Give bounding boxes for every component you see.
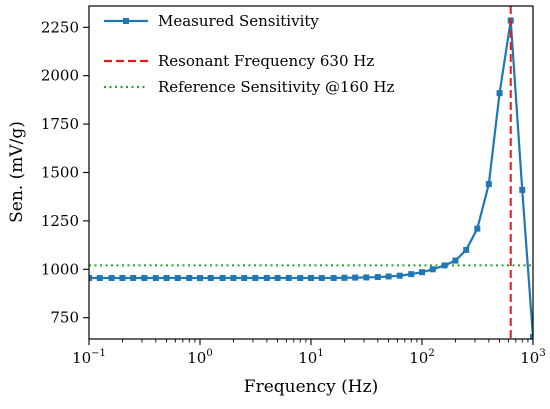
measured-point xyxy=(130,275,137,282)
y-tick-label: 1750 xyxy=(41,115,79,133)
measured-point xyxy=(89,275,92,282)
measured-point xyxy=(330,275,337,282)
measured-point xyxy=(285,275,292,282)
measured-point xyxy=(163,275,170,282)
x-tick-label: 103 xyxy=(520,348,545,367)
legend-label-reference: Reference Sensitivity @160 Hz xyxy=(158,78,395,96)
measured-point xyxy=(197,275,203,282)
legend-entry-reference: Reference Sensitivity @160 Hz xyxy=(104,78,395,96)
measured-point xyxy=(496,90,503,97)
y-tick-label: 1250 xyxy=(41,212,79,230)
x-tick-label: 101 xyxy=(298,348,323,367)
measured-point xyxy=(452,257,459,264)
y-tick-label: 750 xyxy=(50,309,79,327)
measured-point xyxy=(363,274,370,281)
measured-point xyxy=(519,186,526,193)
measured-point xyxy=(374,274,381,281)
x-tick-label: 102 xyxy=(409,348,434,367)
y-tick-label: 1000 xyxy=(41,260,79,278)
measured-point xyxy=(186,275,193,282)
measured-point xyxy=(274,275,281,282)
series-layer xyxy=(89,6,533,339)
measured-point xyxy=(308,275,314,282)
y-tick-label: 2000 xyxy=(41,67,79,85)
measured-point xyxy=(152,275,159,282)
legend-marker-measured xyxy=(123,18,129,24)
x-tick-label: 10−1 xyxy=(72,348,106,367)
measured-point xyxy=(485,181,492,188)
x-axis-label: Frequency (Hz) xyxy=(244,377,378,397)
measured-point xyxy=(207,275,214,282)
measured-point xyxy=(396,272,403,279)
measured-point xyxy=(352,274,359,281)
y-tick-label: 1500 xyxy=(41,164,79,182)
measured-point xyxy=(408,271,415,278)
y-axis-ticks: 750 1000 1250 1500 1750 2000 2250 xyxy=(41,18,89,327)
measured-point xyxy=(141,275,148,282)
measured-point xyxy=(474,225,481,232)
measured-point xyxy=(530,334,533,339)
measured-point xyxy=(429,266,436,273)
measured-point xyxy=(318,275,325,282)
measured-point xyxy=(385,273,392,280)
x-axis-ticks: 10−1 100 101 102 103 xyxy=(72,339,546,367)
measured-point xyxy=(419,269,425,276)
measured-point xyxy=(96,275,103,282)
measured-point xyxy=(219,275,226,282)
measured-point xyxy=(252,275,259,282)
measured-point xyxy=(441,262,448,269)
y-tick-label: 2250 xyxy=(41,18,79,36)
measured-point xyxy=(108,275,115,282)
legend-entry-measured: Measured Sensitivity xyxy=(104,12,319,30)
x-tick-label: 100 xyxy=(187,348,212,367)
measured-point xyxy=(241,275,248,282)
legend-entry-resonant: Resonant Frequency 630 Hz xyxy=(104,52,374,70)
legend-label-measured: Measured Sensitivity xyxy=(158,12,319,30)
legend-label-resonant: Resonant Frequency 630 Hz xyxy=(158,52,374,70)
measured-point xyxy=(174,275,181,282)
legend: Measured Sensitivity Resonant Frequency … xyxy=(104,12,395,96)
measured-point xyxy=(341,274,348,281)
y-axis-label: Sen. (mV/g) xyxy=(7,121,27,223)
measured-point xyxy=(263,275,270,282)
measured-point xyxy=(119,275,126,282)
measured-point xyxy=(230,275,237,282)
measured-point xyxy=(463,246,470,253)
measured-point xyxy=(297,275,304,282)
